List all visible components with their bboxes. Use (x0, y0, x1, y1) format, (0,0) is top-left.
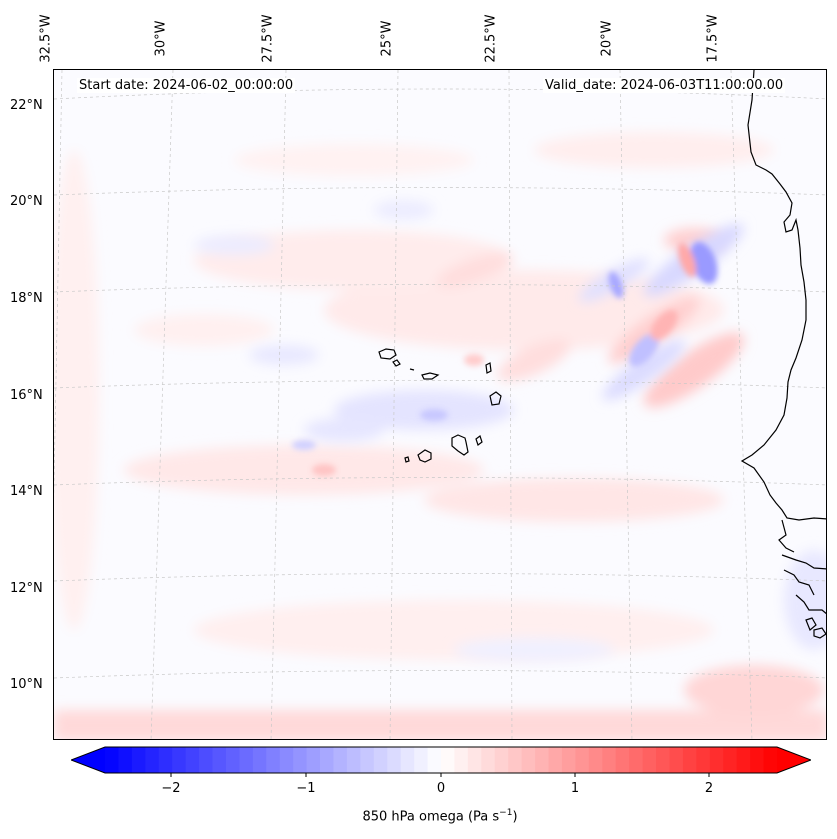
colorbar-cell (225, 747, 240, 773)
colorbar-cell (306, 747, 321, 773)
map-panel[interactable] (53, 69, 827, 740)
colorbar-cell (400, 747, 415, 773)
colorbar-outline (71, 746, 811, 774)
lon-label-20w: 20°W (599, 20, 615, 56)
colorbar-cell (494, 747, 509, 773)
colorbar-cell (682, 747, 697, 773)
cb-tick-label-neg2: −2 (161, 781, 181, 796)
colorbar-cell (441, 747, 456, 773)
colorbar-cell (656, 747, 671, 773)
colorbar-cell (118, 747, 133, 773)
lat-label-14n: 14°N (10, 484, 43, 499)
colorbar-cell (763, 747, 778, 773)
colorbar-min-extend (71, 747, 105, 773)
strong-omega-cells (292, 241, 718, 476)
colorbar-cells (71, 747, 811, 773)
colorbar-cell (158, 747, 173, 773)
colorbar-cell (454, 747, 469, 773)
colorbar-cell (252, 747, 267, 773)
lat-label-16n: 16°N (10, 388, 43, 403)
lon-label-17-5w: 17.5°W (705, 13, 721, 63)
colorbar-cell (279, 747, 294, 773)
colorbar-cell (172, 747, 187, 773)
colorbar-cell (346, 747, 361, 773)
omega-field-map[interactable] (54, 70, 827, 740)
colorbar-cell (602, 747, 617, 773)
colorbar-max-extend (777, 747, 811, 773)
colorbar-cell (535, 747, 550, 773)
colorbar-cell (360, 747, 375, 773)
african-coastline (740, 70, 826, 639)
lat-label-10n: 10°N (10, 677, 43, 692)
colorbar-cell (696, 747, 711, 773)
colorbar-cell (373, 747, 388, 773)
colorbar-cell (266, 747, 281, 773)
colorbar-cell (709, 747, 724, 773)
positive-omega-areas (54, 132, 826, 739)
colorbar-cell (467, 747, 482, 773)
lon-label-32-5w: 32.5°W (38, 13, 54, 63)
cb-tick-label-neg1: −1 (296, 781, 316, 796)
colorbar-cell (320, 747, 335, 773)
lon-label-25w: 25°W (379, 20, 395, 56)
colorbar-cell (481, 747, 496, 773)
graticule (54, 70, 826, 739)
colorbar-cell (561, 747, 576, 773)
cb-tick-label-2: 2 (704, 781, 714, 796)
colorbar-title: 850 hPa omega (Pa s−1) (362, 808, 518, 825)
colorbar-cell (212, 747, 227, 773)
lon-label-22-5w: 22.5°W (483, 13, 499, 63)
colorbar-cell (750, 747, 765, 773)
colorbar-cell (508, 747, 523, 773)
valid-date-label: Valid_date: 2024-06-03T11:00:00.00 (543, 78, 786, 93)
colorbar-cell (105, 747, 120, 773)
cb-tick-label-1: 1 (570, 781, 580, 796)
colorbar-cell (629, 747, 644, 773)
lon-label-27-5w: 27.5°W (260, 13, 276, 63)
colorbar-cell (736, 747, 751, 773)
colorbar-cell (145, 747, 160, 773)
colorbar-cell (575, 747, 590, 773)
colorbar-cell (548, 747, 563, 773)
lat-label-18n: 18°N (10, 291, 43, 306)
colorbar-cell (333, 747, 348, 773)
colorbar-cell (387, 747, 402, 773)
cb-tick-label-0: 0 (436, 781, 446, 796)
colorbar-cell (669, 747, 684, 773)
colorbar-cell (588, 747, 603, 773)
colorbar-cell (615, 747, 630, 773)
colorbar-cell (723, 747, 738, 773)
colorbar (71, 746, 811, 777)
colorbar-cell (131, 747, 146, 773)
colorbar-cell (239, 747, 254, 773)
colorbar-cell (521, 747, 536, 773)
colorbar-cell (185, 747, 200, 773)
colorbar-cell (414, 747, 429, 773)
colorbar-cell (642, 747, 657, 773)
colorbar-cell (293, 747, 308, 773)
colorbar-cell (199, 747, 214, 773)
start-date-label: Start date: 2024-06-02_00:00:00 (77, 78, 296, 93)
colorbar-cell (427, 747, 442, 773)
lon-label-30w: 30°W (153, 20, 169, 56)
lat-label-20n: 20°N (10, 194, 43, 209)
cape-verde-islands (378, 348, 502, 463)
lat-label-12n: 12°N (10, 581, 43, 596)
lat-label-22n: 22°N (10, 98, 43, 113)
